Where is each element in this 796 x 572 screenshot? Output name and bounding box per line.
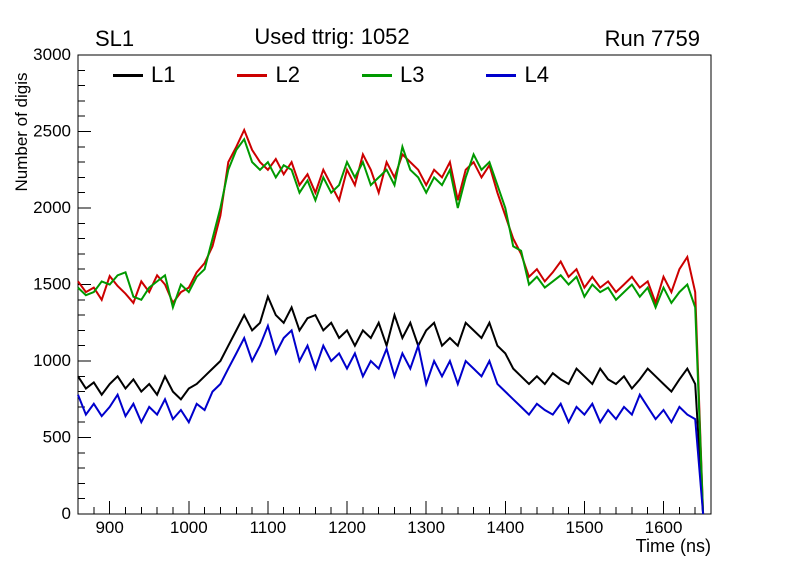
legend-line-swatch-L3 (361, 73, 392, 77)
y-tick-label: 2500 (33, 122, 71, 141)
y-tick-label: 1500 (33, 275, 71, 294)
series-line-L3 (77, 137, 705, 515)
chart-title: Used ttrig: 1052 (254, 24, 410, 49)
series-line-L1 (77, 293, 705, 515)
legend-line-swatch-L2 (237, 73, 268, 77)
x-axis-title: Time (ns) (635, 536, 711, 556)
legend-entry-L4: L4 (486, 62, 549, 88)
x-tick-label: 1300 (407, 518, 445, 537)
series-line-L4 (77, 322, 705, 515)
y-tick-label: 0 (62, 504, 71, 523)
x-tick-label: 900 (95, 518, 123, 537)
y-axis-title: Number of digis (12, 72, 31, 192)
series-lines (77, 127, 705, 515)
x-tick-label: 1200 (328, 518, 366, 537)
legend-label-L2: L2 (275, 62, 300, 87)
x-tick-label: 1600 (645, 518, 683, 537)
legend-entry-L2: L2 (237, 62, 300, 88)
series-line-L2 (77, 127, 705, 515)
legend-label-L4: L4 (524, 62, 549, 87)
y-tick-label: 3000 (33, 45, 71, 64)
x-tick-label: 1100 (250, 518, 287, 537)
plot-frame (77, 54, 712, 515)
legend-line-swatch-L4 (486, 73, 517, 77)
superlayer-title: SL1 (95, 26, 135, 51)
legend-entry-L1: L1 (113, 62, 175, 88)
legend: L1 L2 L3 L4 (113, 62, 549, 88)
x-tick-label: 1000 (170, 518, 208, 537)
legend-entry-L3: L3 (361, 62, 425, 88)
y-tick-label: 2000 (33, 198, 71, 217)
y-tick-label: 1000 (33, 351, 71, 370)
y-tick-label: 500 (43, 428, 71, 447)
axes (77, 54, 712, 515)
x-tick-label: 1400 (486, 518, 524, 537)
legend-label-L1: L1 (151, 62, 176, 87)
legend-label-L3: L3 (399, 62, 425, 87)
axis-tick-labels: 900 1000 1100 1200 1300 1400 1500 1600 0 500 1000 1… (33, 45, 682, 537)
x-tick-label: 1500 (565, 518, 603, 537)
legend-line-swatch-L1 (113, 73, 143, 77)
run-number-title: Run 7759 (604, 26, 700, 51)
